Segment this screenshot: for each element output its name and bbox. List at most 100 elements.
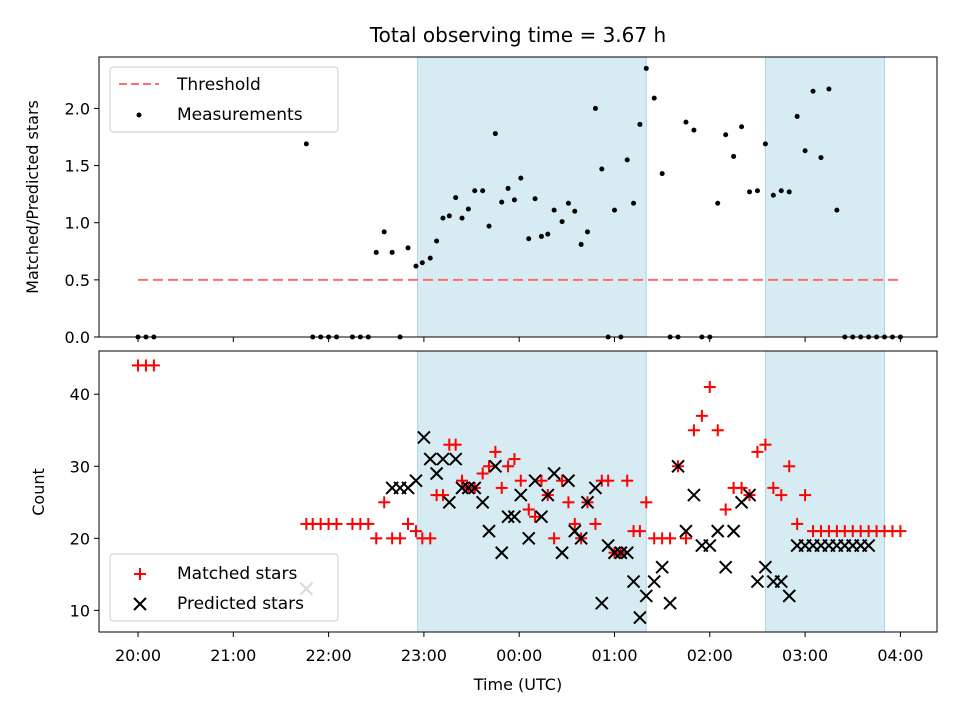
measurement-point <box>381 229 387 235</box>
matched-star-point <box>759 438 772 451</box>
matched-star-point <box>695 409 708 422</box>
predicted-star-point <box>726 524 741 538</box>
matched-star-point <box>378 496 391 509</box>
measurement-point <box>683 119 689 125</box>
predicted-star-point <box>436 452 450 466</box>
measurement-point <box>413 263 419 269</box>
measurement-point <box>526 236 532 242</box>
predicted-star-point <box>671 459 685 473</box>
matched-star-point <box>568 517 581 530</box>
measurement-point <box>551 207 557 213</box>
measurement-point <box>826 86 832 92</box>
predicted-star-point <box>580 495 595 510</box>
measurement-point <box>810 88 816 94</box>
predicted-star-point <box>423 452 437 466</box>
matched-star-point <box>535 474 548 487</box>
measurement-point <box>754 188 760 194</box>
matched-star-point <box>370 532 383 545</box>
predicted-star-point <box>561 473 576 488</box>
matched-star-point <box>711 424 724 437</box>
top-ytick-label: 0.0 <box>65 328 90 347</box>
measurement-point <box>532 196 538 202</box>
measurement-point <box>739 124 745 130</box>
measurement-point <box>486 223 492 229</box>
matched-star-point <box>799 489 812 502</box>
predicted-star-point <box>663 596 677 610</box>
measurement-point <box>545 231 551 237</box>
predicted-star-point <box>742 488 757 502</box>
bottom-xtick-label: 00:00 <box>496 646 542 665</box>
matched-star-point <box>640 496 653 509</box>
predicted-star-point <box>574 531 588 546</box>
predicted-star-point <box>588 481 603 495</box>
bottom-ytick-label: 20 <box>70 529 90 548</box>
matched-star-point <box>476 467 489 480</box>
top-ytick-label: 0.5 <box>65 271 90 290</box>
measurement-point <box>747 189 753 195</box>
matched-star-point <box>456 474 469 487</box>
matched-star-point <box>894 525 907 538</box>
matched-star-point <box>548 532 561 545</box>
bottom-legend: Matched stars Predicted stars <box>109 553 339 622</box>
predicted-star-point <box>555 546 569 560</box>
matched-star-point <box>751 445 764 458</box>
matched-star-point <box>735 481 748 494</box>
measurement-point <box>419 260 425 266</box>
matched-star-point <box>409 525 422 538</box>
predicted-star-point <box>595 596 609 610</box>
matched-star-point <box>664 532 677 545</box>
predicted-star-point <box>750 574 765 589</box>
matched-star-point <box>362 517 375 530</box>
matched-star-point <box>775 489 788 502</box>
predicted-star-point <box>507 510 522 524</box>
measurement-point <box>389 249 395 255</box>
measurement-point <box>538 233 544 239</box>
bottom-ytick-label: 30 <box>70 457 90 476</box>
predicted-star-point <box>614 546 628 560</box>
top-ytick-label: 2.0 <box>65 99 90 118</box>
measurement-point <box>631 200 637 206</box>
predicted-star-point <box>442 495 457 510</box>
predicted-star-point <box>522 531 536 546</box>
measurement-point <box>643 65 649 71</box>
measurement-point <box>802 148 808 154</box>
matched-star-point <box>449 438 462 451</box>
bottom-panel-frame <box>98 350 938 633</box>
measurement-point <box>624 157 630 163</box>
predicted-star-point <box>409 473 423 488</box>
matched-star-point <box>791 517 804 530</box>
predicted-star-point <box>711 524 725 538</box>
bottom-xtick-label: 21:00 <box>210 646 256 665</box>
matched-star-point <box>589 517 602 530</box>
measurement-point <box>572 208 578 214</box>
measurement-point <box>446 213 452 219</box>
measurement-point <box>762 141 768 147</box>
matched-star-point <box>621 474 634 487</box>
measurement-point <box>453 195 459 201</box>
measurement-point <box>459 215 465 221</box>
matched-star-point <box>556 474 569 487</box>
predicted-star-point <box>639 589 653 603</box>
measurement-point <box>770 192 776 198</box>
matched-star-point <box>562 496 575 509</box>
top-y-axis-label: Matched/Predicted stars <box>23 100 42 294</box>
measurement-point <box>794 113 800 119</box>
predicted-star-point <box>774 574 788 589</box>
predicted-star-point <box>475 495 490 510</box>
measurement-point <box>427 255 433 261</box>
measurement-point <box>651 95 657 101</box>
predicted-star-point <box>633 610 647 625</box>
observing-window <box>417 350 647 633</box>
predicted-star-point <box>482 524 496 538</box>
measurement-point <box>499 199 505 205</box>
predicted-star-point <box>541 488 555 502</box>
matched-star-point <box>483 460 496 473</box>
observing-window <box>764 350 886 633</box>
predicted-star-point <box>448 452 463 466</box>
legend-predicted-swatch <box>133 597 147 611</box>
predicted-star-point <box>514 488 528 502</box>
predicted-star-point <box>547 466 561 481</box>
measurement-point <box>786 189 792 195</box>
measurement-point <box>599 166 605 172</box>
predicted-star-point <box>528 473 542 488</box>
